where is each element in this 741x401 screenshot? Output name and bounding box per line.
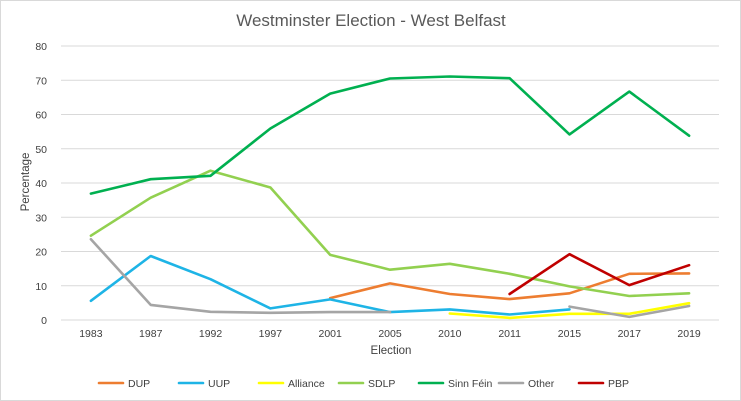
series-line-uup-0	[89, 254, 571, 316]
x-axis-title: Election	[371, 345, 412, 357]
legend-label: SDLP	[368, 378, 395, 390]
legend-item-other: Other	[497, 378, 555, 390]
x-tick-label: 1997	[259, 328, 283, 340]
legend-item-uup: UUP	[177, 378, 230, 390]
x-tick-label: 2017	[618, 328, 642, 340]
legend-item-alliance: Alliance	[257, 378, 325, 390]
y-tick-label: 0	[41, 315, 47, 327]
chart-title: Westminster Election - West Belfast	[236, 11, 506, 30]
y-tick-label: 70	[35, 75, 47, 87]
gridlines	[61, 45, 719, 321]
series-line-sinn-f-in-0	[89, 75, 691, 195]
series-lines	[89, 75, 691, 320]
series-pbp	[508, 252, 691, 296]
x-tick-label: 1983	[79, 328, 103, 340]
x-axis-ticks: 1983 1987 1992 1997 2001 2005 2010 2011 2015 2017…	[79, 328, 701, 340]
y-tick-label: 10	[35, 281, 47, 293]
legend-label: Sinn Féin	[448, 378, 493, 390]
x-tick-label: 2005	[378, 328, 402, 340]
series-line-other-0	[89, 237, 392, 315]
series-sinn-f-in	[89, 75, 691, 195]
x-tick-label: 1992	[199, 328, 223, 340]
x-tick-label: 2015	[558, 328, 582, 340]
series-alliance	[448, 301, 691, 320]
legend-item-sinn-f-in: Sinn Féin	[417, 378, 493, 390]
legend-item-sdlp: SDLP	[337, 378, 395, 390]
y-axis-title: Percentage	[20, 153, 32, 212]
legend-item-dup: DUP	[97, 378, 150, 390]
x-tick-label: 2019	[677, 328, 701, 340]
series-line-pbp-0	[508, 252, 691, 296]
series-sdlp	[89, 169, 691, 298]
series-line-sdlp-0	[89, 169, 691, 298]
y-tick-label: 20	[35, 247, 47, 259]
y-tick-label: 50	[35, 144, 47, 156]
legend-label: PBP	[608, 378, 629, 390]
y-tick-label: 40	[35, 178, 47, 190]
series-line-alliance-0	[448, 301, 691, 320]
y-axis-ticks: 0 10 20 30 40 50 60 70 80	[35, 41, 47, 327]
series-line-other-1	[568, 304, 691, 319]
series-other	[89, 237, 691, 319]
x-tick-label: 2010	[438, 328, 462, 340]
legend-label: Other	[528, 378, 555, 390]
legend-label: Alliance	[288, 378, 325, 390]
legend-label: DUP	[128, 378, 150, 390]
series-line-dup-0	[328, 272, 691, 301]
x-tick-label: 1987	[139, 328, 163, 340]
x-tick-label: 2001	[319, 328, 343, 340]
legend-item-pbp: PBP	[577, 378, 629, 390]
x-tick-label: 2011	[498, 328, 521, 340]
legend-label: UUP	[208, 378, 230, 390]
legend: DUP UUP Alliance SDLP Sinn Féin Other PBP	[97, 378, 629, 390]
y-tick-label: 80	[35, 41, 47, 53]
y-tick-label: 30	[35, 212, 47, 224]
y-tick-label: 60	[35, 110, 47, 122]
